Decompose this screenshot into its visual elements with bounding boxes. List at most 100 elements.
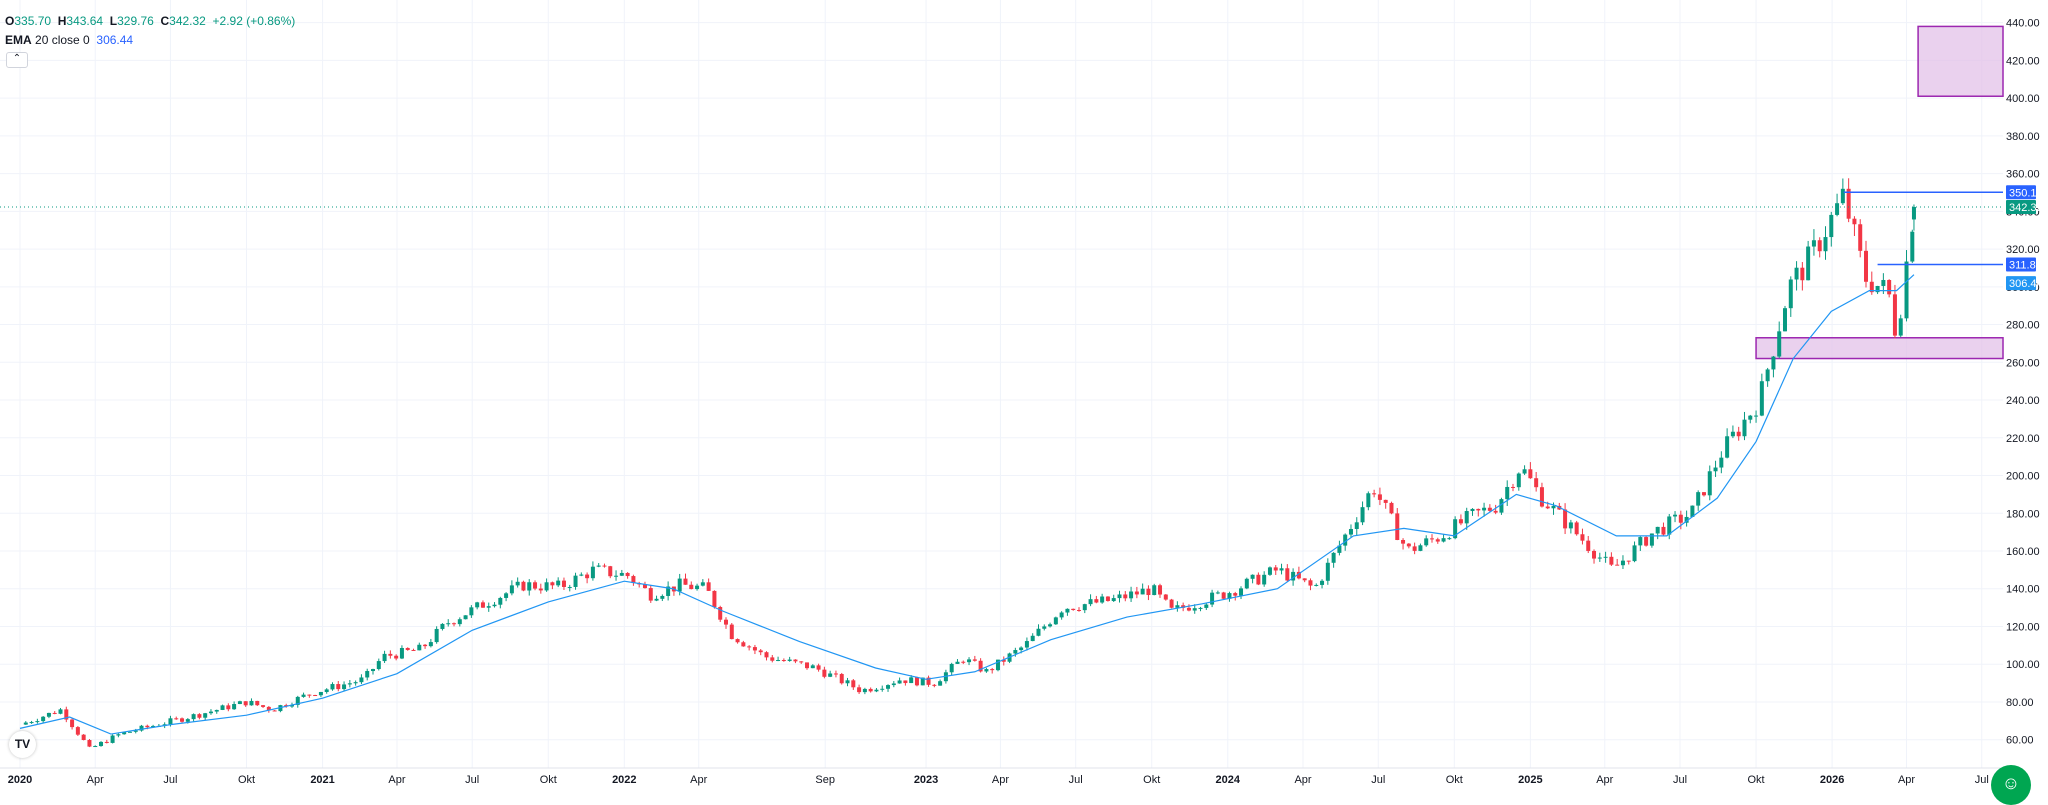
candle-body xyxy=(226,705,231,710)
candle-body xyxy=(1892,294,1897,336)
candle-body xyxy=(660,595,665,599)
candle-body xyxy=(428,642,433,647)
candle-body xyxy=(52,712,57,714)
candle-body xyxy=(666,586,671,596)
candle-body xyxy=(1736,431,1741,437)
candle-body xyxy=(1134,591,1139,595)
candle-body xyxy=(909,677,914,684)
candle-body xyxy=(544,582,549,591)
candle-body xyxy=(145,725,150,728)
candle-body xyxy=(1730,431,1735,437)
candle-body xyxy=(46,712,51,717)
x-tick-label: Okt xyxy=(1446,774,1463,786)
x-tick-label: 2022 xyxy=(612,774,636,786)
candle-body xyxy=(1053,617,1058,625)
close-value: 342.32 xyxy=(169,14,206,28)
candle-body xyxy=(139,725,144,731)
candle-body xyxy=(741,642,746,647)
x-tick-label: Jul xyxy=(465,774,479,786)
candle-body xyxy=(839,674,844,684)
candle-body xyxy=(208,711,213,714)
candle-body xyxy=(1372,493,1377,495)
x-tick-label: Apr xyxy=(1596,774,1613,786)
y-tick-label: 240.00 xyxy=(2006,395,2040,407)
candle-body xyxy=(370,669,375,672)
x-tick-label: Apr xyxy=(87,774,104,786)
x-tick-label: Okt xyxy=(1747,774,1764,786)
collapse-legend-button[interactable]: ⌃ xyxy=(6,52,28,68)
candle-body xyxy=(1036,628,1041,636)
candle-body xyxy=(735,639,740,643)
candle-body xyxy=(446,623,451,625)
x-tick-label: 2026 xyxy=(1820,774,1844,786)
candle-body xyxy=(891,683,896,686)
accessibility-button[interactable]: ☺ xyxy=(1991,765,2031,805)
candle-body xyxy=(758,650,763,653)
y-tick-label: 60.00 xyxy=(2006,735,2034,747)
candle-body xyxy=(394,655,399,659)
candle-body xyxy=(197,714,202,718)
candle-body xyxy=(1395,513,1400,540)
candle-body xyxy=(255,700,260,706)
candle-body xyxy=(556,580,561,586)
candle-body xyxy=(689,584,694,590)
candle-body xyxy=(1111,598,1116,602)
candle-body xyxy=(955,661,960,664)
candle-body xyxy=(423,644,428,647)
candle-body xyxy=(1655,526,1660,534)
level-badge-350-bg xyxy=(2006,185,2036,200)
y-tick-label: 320.00 xyxy=(2006,244,2040,256)
candle-body xyxy=(1835,203,1840,215)
x-tick-label: Jul xyxy=(1371,774,1385,786)
candle-body xyxy=(573,575,578,587)
candle-body xyxy=(1227,593,1232,599)
candle-body xyxy=(718,607,723,620)
candle-body xyxy=(914,677,919,686)
y-tick-label: 420.00 xyxy=(2006,55,2040,67)
candle-body xyxy=(1742,419,1747,437)
candle-body xyxy=(1846,188,1851,219)
candle-body xyxy=(1482,507,1487,511)
level-badge-311-bg xyxy=(2006,257,2036,272)
candle-body xyxy=(880,688,885,690)
y-tick-label: 120.00 xyxy=(2006,621,2040,633)
candle-body xyxy=(619,572,624,576)
ema-row[interactable]: EMA 20 close 0 306.44 xyxy=(5,31,295,50)
price-axis[interactable]: 60.00 80.00 100.00 120.00 140.00 160.00 180.00… xyxy=(2006,18,2040,747)
candle-body xyxy=(816,665,821,670)
time-axis[interactable]: 2020 Apr Jul Okt 2021 Apr Jul Okt 2022 Apr Sep 2023… xyxy=(8,774,1989,786)
candle-body xyxy=(1348,528,1353,535)
candle-body xyxy=(608,566,613,577)
candle-body xyxy=(1204,604,1209,608)
tradingview-logo[interactable]: TV xyxy=(9,731,36,758)
candle-body xyxy=(1493,510,1498,513)
candle-body xyxy=(1875,285,1880,293)
candle-body xyxy=(567,586,572,588)
candle-body xyxy=(1499,499,1504,513)
y-tick-label: 160.00 xyxy=(2006,546,2040,558)
candle-body xyxy=(1649,533,1654,546)
candle-body xyxy=(237,701,242,705)
candle-body xyxy=(1545,506,1550,509)
candle-body xyxy=(1528,469,1533,479)
candle-body xyxy=(995,659,1000,671)
candle-body xyxy=(1713,467,1718,472)
candle-body xyxy=(1059,612,1064,618)
candle-body xyxy=(457,619,462,625)
candle-body xyxy=(1296,571,1301,579)
candle-body xyxy=(1140,588,1145,595)
candle-body xyxy=(23,722,28,725)
current-price-badge-bg xyxy=(2006,199,2036,214)
candle-body xyxy=(729,624,734,640)
close-label: C xyxy=(160,14,170,28)
x-tick-label: Apr xyxy=(992,774,1009,786)
y-tick-label: 260.00 xyxy=(2006,357,2040,369)
candle-body xyxy=(561,580,566,587)
candle-body xyxy=(1881,279,1886,286)
candle-body xyxy=(295,696,300,705)
candle-body xyxy=(1887,279,1892,295)
candle-body xyxy=(313,695,318,697)
candle-body xyxy=(1632,545,1637,562)
